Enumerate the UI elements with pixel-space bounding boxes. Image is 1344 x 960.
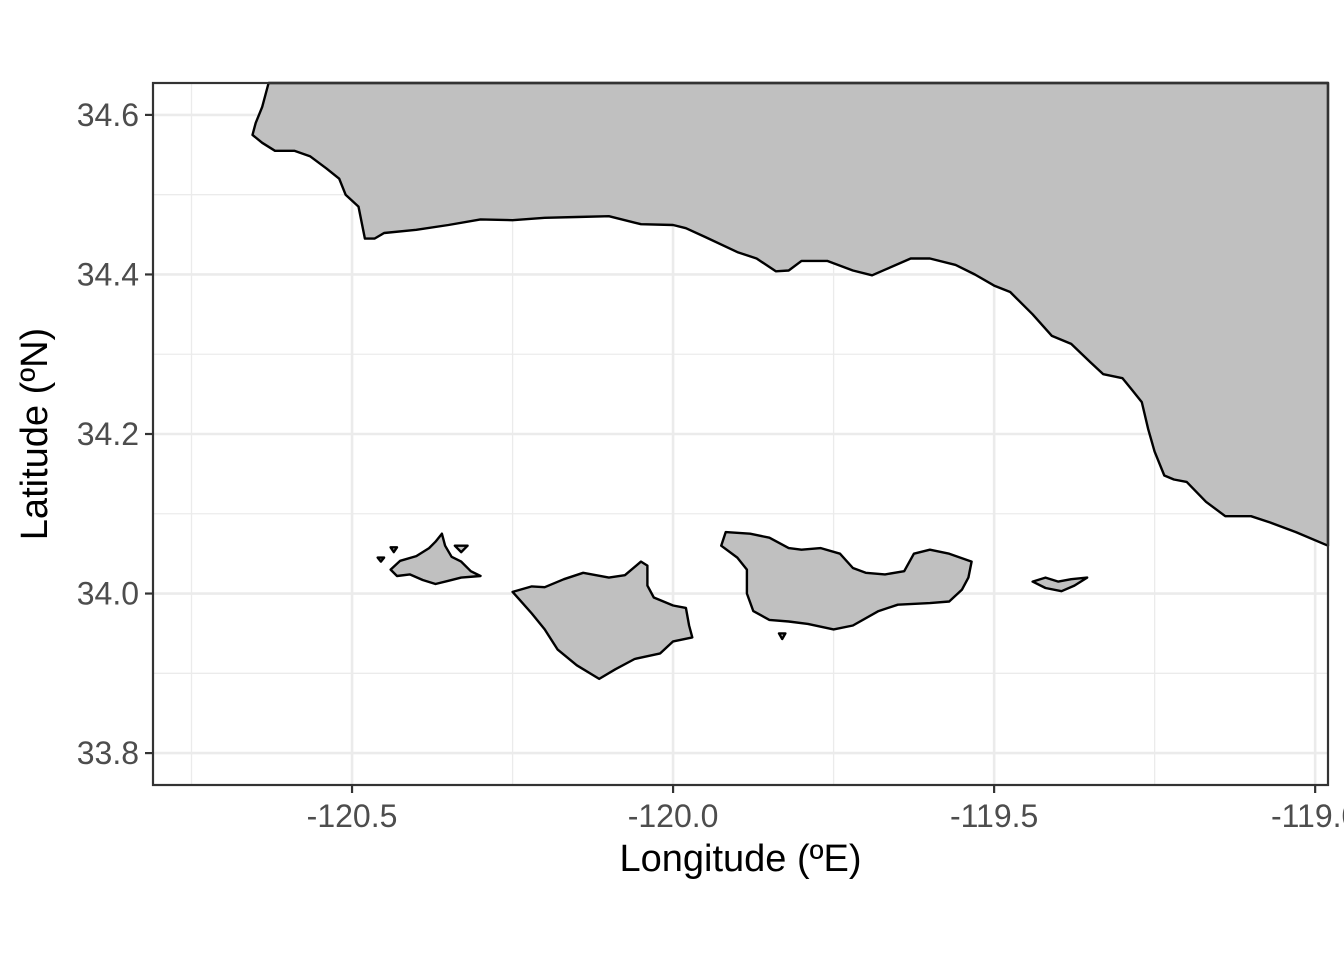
x-tick-label: -119.0 bbox=[1271, 798, 1344, 834]
y-tick-label: 33.8 bbox=[77, 735, 139, 771]
y-tick-label: 34.2 bbox=[77, 416, 139, 452]
islet-4 bbox=[777, 632, 787, 641]
y-tick-label: 34.4 bbox=[77, 256, 139, 292]
islet-2 bbox=[389, 546, 399, 554]
y-tick-label: 34.6 bbox=[77, 97, 139, 133]
x-tick-label: -120.0 bbox=[628, 798, 719, 834]
santa-cruz-island bbox=[720, 530, 973, 631]
islet-1 bbox=[376, 556, 386, 563]
y-tick-label: 34.0 bbox=[77, 576, 139, 612]
x-tick-label: -120.5 bbox=[307, 798, 398, 834]
x-tick-label: -119.5 bbox=[950, 798, 1038, 834]
san-miguel-island bbox=[389, 532, 482, 586]
islet-3 bbox=[453, 544, 469, 554]
anacapa-island bbox=[1031, 576, 1089, 593]
mainland-coast bbox=[251, 81, 1330, 547]
x-axis-title: Longitude (ºE) bbox=[619, 838, 861, 880]
axis-tick-labels: -120.5 -120.0 -119.5 -119.0 33.8 34.0 34.2 34.4… bbox=[77, 97, 1344, 834]
y-axis-title: Latitude (ºN) bbox=[14, 328, 56, 540]
axis-ticks bbox=[145, 113, 1317, 793]
land-features bbox=[251, 81, 1330, 681]
santa-rosa-island bbox=[511, 560, 694, 681]
